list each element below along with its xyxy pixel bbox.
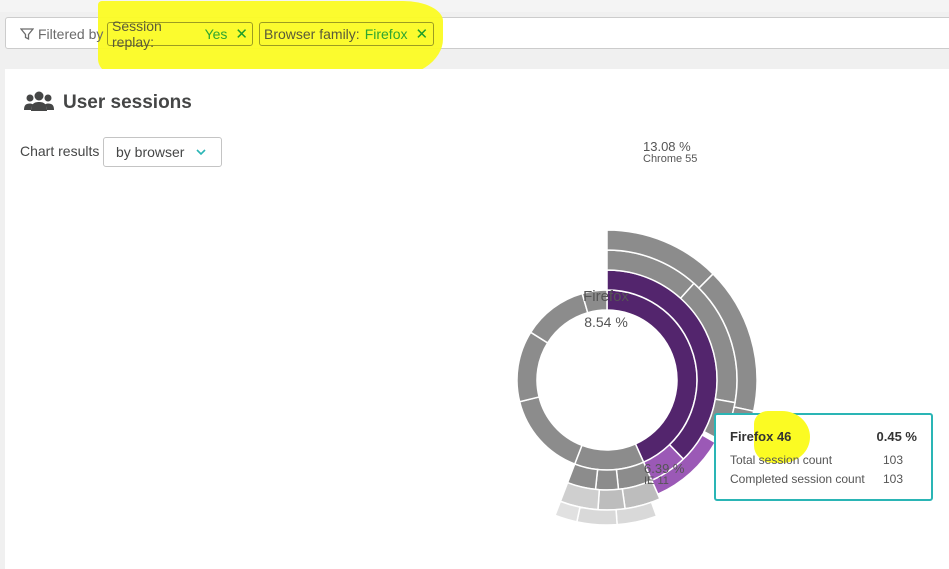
chip-key: Session replay: [112,18,162,50]
dropdown-value: by browser [116,144,185,160]
tooltip-percentage: 0.45 % [876,429,917,444]
tooltip-title: Firefox 46 [730,429,792,444]
close-icon[interactable]: ✕ [235,26,248,43]
page-title: User sessions [63,92,192,113]
chart-results-dropdown[interactable]: by browser [103,137,222,167]
chart-label-percentage: 13.08 % [643,139,691,154]
chart-label-name: IE 11 [644,475,669,487]
tooltip-row-value: 103 [882,472,903,486]
sunburst-segment[interactable] [594,468,620,491]
chip-value: Yes [204,26,228,42]
chart-label-percentage: 6.39 % [644,461,685,476]
chart-results-label: Chart results [20,143,100,159]
chevron-down-icon [196,149,206,156]
chip-key: Browser family: [264,26,360,42]
tooltip-row-value: 103 [882,453,903,467]
chart-center-percentage: 8.54 % [584,314,628,330]
users-icon [24,91,54,111]
chart-tooltip: Firefox 46 0.45 % Total session count 10… [714,411,933,501]
tooltip-row-label: Completed session count [730,472,865,486]
highlight-marker [98,1,443,79]
sunburst-segment[interactable] [597,488,626,511]
highlight-marker [754,411,810,463]
tooltip-row-label: Total session count [730,453,833,467]
chart-center-name: Firefox [583,288,629,305]
sunburst-segment[interactable] [581,289,608,314]
chip-value: Firefox [364,26,408,42]
sunburst-segment[interactable] [554,500,581,523]
sunburst-segment[interactable] [516,331,549,403]
filter-icon [20,28,34,41]
chart-label-name: Chrome 55 [643,153,698,165]
filter-chip-session-replay[interactable]: Session replay: Yes ✕ [107,18,253,50]
sunburst-segment[interactable] [575,506,618,526]
filter-bar: Filtered by Session replay: Yes ✕ Browse… [5,1,949,79]
filter-chip-browser-family[interactable]: Browser family: Firefox ✕ [259,22,434,46]
filter-label: Filtered by [38,26,104,42]
close-icon[interactable]: ✕ [415,26,429,43]
sunburst-segment[interactable] [518,396,583,465]
